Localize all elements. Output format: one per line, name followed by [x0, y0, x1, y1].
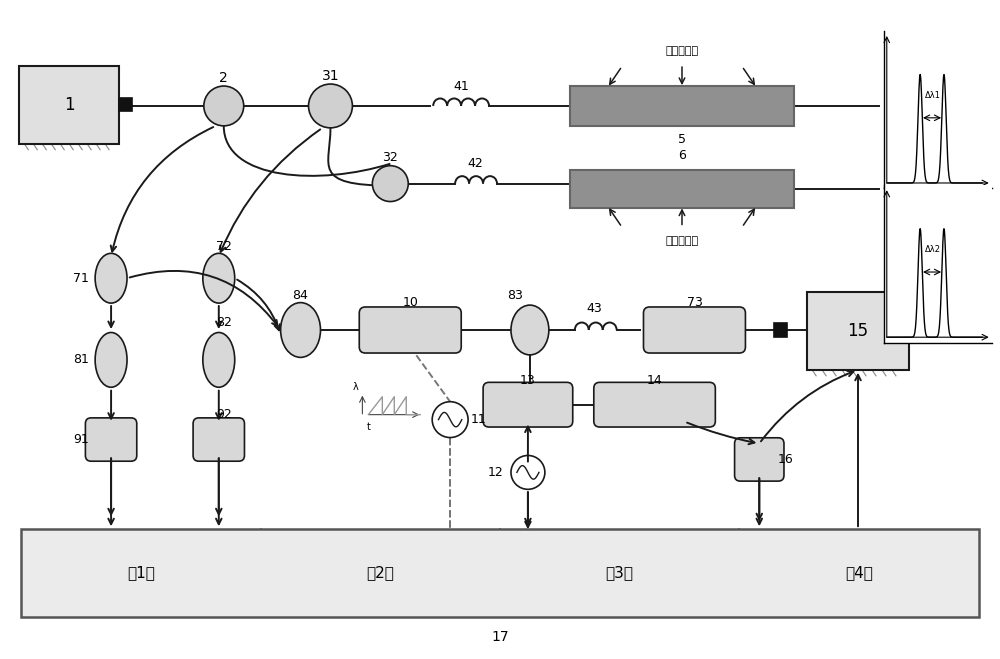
Text: （4）: （4）	[845, 565, 873, 581]
Text: 71: 71	[73, 272, 89, 285]
Text: 84: 84	[293, 289, 308, 302]
FancyBboxPatch shape	[594, 382, 715, 427]
Ellipse shape	[203, 253, 235, 303]
Circle shape	[309, 84, 352, 128]
Text: t: t	[366, 422, 370, 432]
Text: 82: 82	[216, 316, 232, 329]
Ellipse shape	[281, 302, 321, 357]
Circle shape	[204, 86, 244, 126]
Bar	[570, 169, 794, 208]
Text: 16: 16	[777, 453, 793, 466]
Bar	[570, 86, 794, 126]
Bar	[19, 66, 119, 144]
Circle shape	[432, 402, 468, 438]
Ellipse shape	[95, 333, 127, 387]
Text: 11: 11	[470, 413, 486, 426]
FancyBboxPatch shape	[483, 382, 573, 427]
FancyBboxPatch shape	[359, 307, 461, 353]
Text: 91: 91	[73, 433, 89, 446]
Text: 83: 83	[507, 289, 523, 302]
Text: 31: 31	[322, 69, 339, 83]
FancyBboxPatch shape	[735, 438, 784, 481]
Text: 32: 32	[382, 151, 398, 164]
Text: 10: 10	[402, 296, 418, 308]
Text: 12: 12	[487, 466, 503, 479]
Text: （3）: （3）	[606, 565, 634, 581]
Text: 2: 2	[219, 71, 228, 85]
Text: （1）: （1）	[127, 565, 155, 581]
Text: 1: 1	[64, 96, 75, 114]
Text: （2）: （2）	[366, 565, 394, 581]
Text: 81: 81	[73, 353, 89, 366]
FancyBboxPatch shape	[643, 307, 745, 353]
Text: 应变、温度: 应变、温度	[665, 46, 699, 56]
Text: 92: 92	[216, 408, 232, 421]
Circle shape	[372, 165, 408, 202]
Bar	[807, 292, 909, 370]
Text: 42: 42	[467, 158, 483, 170]
FancyBboxPatch shape	[85, 418, 137, 461]
Text: 15: 15	[847, 322, 869, 340]
FancyBboxPatch shape	[193, 418, 244, 461]
Ellipse shape	[203, 333, 235, 387]
Text: 72: 72	[216, 240, 232, 253]
Text: 17: 17	[491, 630, 509, 644]
Text: 应变、温度: 应变、温度	[665, 237, 699, 246]
Bar	[774, 323, 787, 337]
Circle shape	[511, 455, 545, 490]
Bar	[21, 529, 979, 617]
Text: 43: 43	[587, 302, 603, 314]
Text: λ: λ	[353, 382, 358, 391]
Text: 41: 41	[453, 80, 469, 92]
Text: 14: 14	[647, 374, 662, 387]
Ellipse shape	[511, 305, 549, 355]
Ellipse shape	[95, 253, 127, 303]
Text: 73: 73	[687, 296, 702, 308]
Bar	[119, 98, 132, 111]
Text: 5: 5	[678, 133, 686, 146]
Text: 6: 6	[678, 149, 686, 162]
Text: 13: 13	[520, 374, 536, 387]
